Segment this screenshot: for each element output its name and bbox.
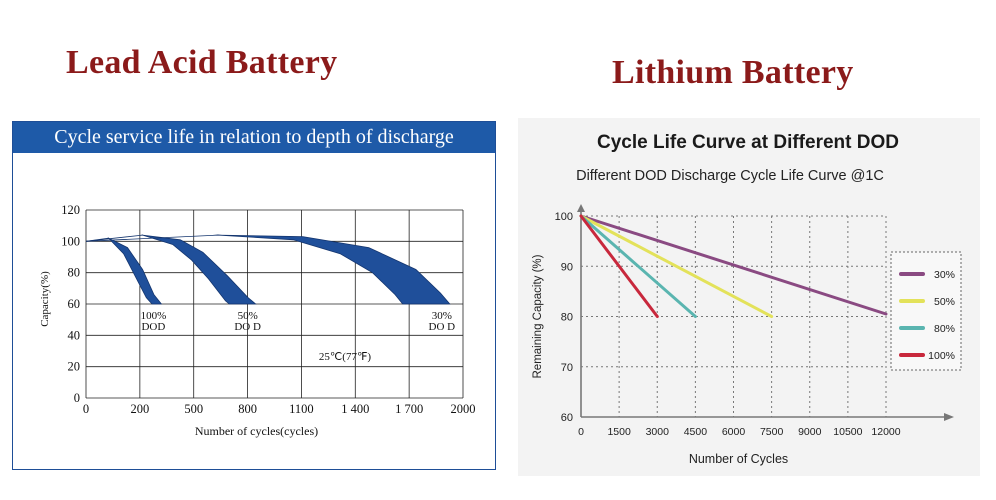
lead-acid-heading: Lead Acid Battery <box>66 44 338 81</box>
lith-y-tick-label: 100 <box>555 211 573 223</box>
lith-legend-label: 50% <box>934 296 955 308</box>
lead-series-label: 50% <box>238 310 258 322</box>
lith-x-tick-label: 6000 <box>722 426 746 438</box>
lith-series-line-50 <box>579 214 774 318</box>
lead-x-tick-label: 1 700 <box>395 402 423 416</box>
lith-legend: 30% 50% 80% 100% <box>890 251 962 371</box>
lith-legend-label: 80% <box>934 323 955 335</box>
lithium-chart-subtitle: Different DOD Discharge Cycle Life Curve… <box>576 168 884 184</box>
lead-y-tick-label: 120 <box>61 203 80 217</box>
lith-y-tick-label: 60 <box>561 412 573 424</box>
lead-x-tick-label: 500 <box>184 402 203 416</box>
lith-legend-label: 30% <box>934 269 955 281</box>
lead-series-label: DO D <box>429 321 456 333</box>
lead-x-tick-label: 2000 <box>451 402 476 416</box>
lead-dod-band-50 <box>85 234 257 305</box>
lead-y-tick-label: 40 <box>68 328 81 342</box>
lithium-heading: Lithium Battery <box>612 54 854 91</box>
lead-series-label: 100% <box>141 310 167 322</box>
lead-y-tick-label: 100 <box>61 234 80 248</box>
lithium-chart-title: Cycle Life Curve at Different DOD <box>597 132 899 153</box>
lith-y-axis-title: Remaining Capacity (%) <box>532 254 544 378</box>
lead-x-tick-label: 200 <box>130 402 149 416</box>
lead-y-tick-label: 0 <box>74 391 80 405</box>
lith-x-tick-label: 3000 <box>646 426 670 438</box>
lead-series-label: 30% <box>432 310 452 322</box>
lith-x-axis-arrow <box>944 413 954 421</box>
lithium-chart: Cycle Life Curve at Different DOD Differe… <box>532 132 962 466</box>
lith-x-tick-label: 10500 <box>833 426 862 438</box>
lith-x-tick-label: 1500 <box>607 426 631 438</box>
lead-acid-chart-panel: Cycle service life in relation to depth … <box>12 121 496 470</box>
lead-y-tick-label: 80 <box>68 266 81 280</box>
lead-dod-band-30 <box>85 234 451 305</box>
lead-y-tick-label: 60 <box>68 297 81 311</box>
lith-series-line-100 <box>579 214 659 318</box>
lith-x-tick-label: 4500 <box>684 426 708 438</box>
lead-series-label: DOD <box>141 321 165 333</box>
lith-x-axis-title: Number of Cycles <box>689 452 788 466</box>
lead-x-tick-label: 800 <box>238 402 257 416</box>
lith-series-line-30 <box>579 214 888 316</box>
lead-x-axis-title: Number of cycles(cycles) <box>195 424 318 438</box>
lith-series-line-80 <box>579 214 697 318</box>
lead-y-axis-title: Capacity(%) <box>39 271 51 327</box>
lead-x-tick-label: 0 <box>83 402 89 416</box>
lead-x-tick-label: 1100 <box>289 402 314 416</box>
lith-x-tick-label: 7500 <box>760 426 784 438</box>
lith-x-tick-label: 9000 <box>798 426 822 438</box>
lith-y-tick-label: 70 <box>561 362 573 374</box>
lead-chart-title: Cycle service life in relation to depth … <box>13 122 495 153</box>
lead-temperature-annotation: 25℃(77℉) <box>319 351 371 363</box>
lith-y-tick-label: 90 <box>561 261 573 273</box>
lead-acid-chart: 0 200 500 800 1100 1 400 1 700 2000 0 20 40 60 80 100… <box>39 203 476 438</box>
lith-legend-label: 100% <box>928 350 955 362</box>
lead-dod-band-100 <box>85 237 163 305</box>
lith-legend-box <box>890 251 962 371</box>
lithium-chart-panel: Cycle Life Curve at Different DOD Differe… <box>518 118 980 476</box>
lead-x-tick-label: 1 400 <box>341 402 369 416</box>
lith-x-tick-label: 0 <box>578 426 584 438</box>
lith-x-tick-label: 12000 <box>871 426 900 438</box>
lead-y-tick-label: 20 <box>68 360 81 374</box>
lith-y-axis-arrow <box>577 204 585 212</box>
lead-series-label: DO D <box>234 321 261 333</box>
lith-y-tick-label: 80 <box>561 312 573 324</box>
